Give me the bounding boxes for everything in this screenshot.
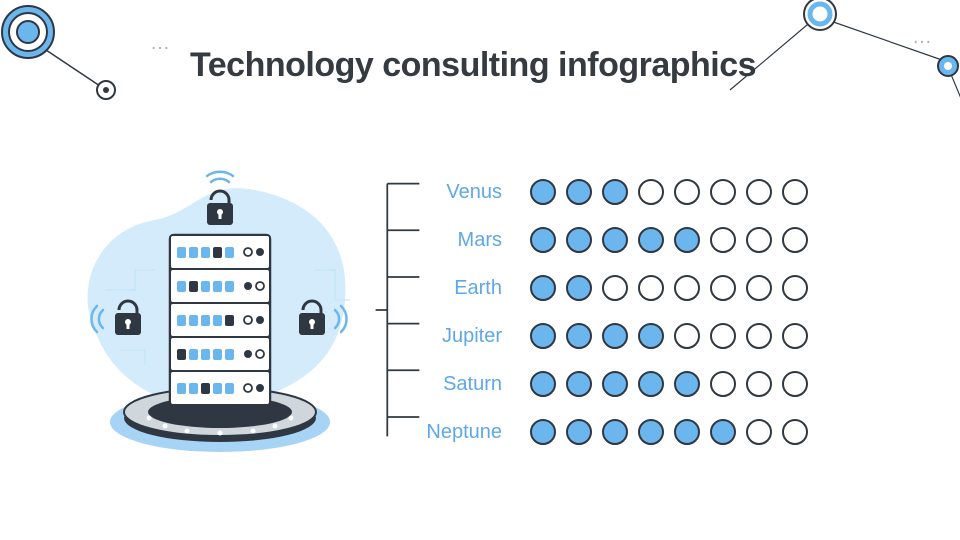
- dot-filled: [530, 371, 556, 397]
- dot-empty: [710, 275, 736, 301]
- row-label: Saturn: [420, 373, 530, 396]
- dot-filled: [602, 227, 628, 253]
- dot-filled: [530, 419, 556, 445]
- row-label: Mars: [420, 229, 530, 252]
- dot-filled: [710, 419, 736, 445]
- dot-empty: [710, 227, 736, 253]
- corner-top-left-decoration: [0, 0, 150, 120]
- dot-row: [530, 227, 808, 253]
- dot-empty: [638, 275, 664, 301]
- dot-filled: [602, 323, 628, 349]
- row-label: Earth: [420, 277, 530, 300]
- dot-filled: [638, 227, 664, 253]
- dot-chart-row: Earth: [420, 264, 808, 312]
- row-label: Jupiter: [420, 325, 530, 348]
- dot-empty: [674, 179, 700, 205]
- dot-empty: [638, 179, 664, 205]
- dot-filled: [566, 419, 592, 445]
- dot-empty: [674, 275, 700, 301]
- dot-chart-row: Venus: [420, 168, 808, 216]
- server-illustration: [65, 150, 375, 470]
- dot-filled: [530, 323, 556, 349]
- dot-filled: [566, 179, 592, 205]
- dot-filled: [602, 179, 628, 205]
- dot-row: [530, 179, 808, 205]
- row-label: Venus: [420, 181, 530, 204]
- dot-filled: [566, 227, 592, 253]
- bracket-connectors: [375, 170, 420, 450]
- dot-chart-row: Saturn: [420, 360, 808, 408]
- dot-empty: [746, 371, 772, 397]
- dot-empty: [782, 227, 808, 253]
- dot-empty: [746, 179, 772, 205]
- row-label: Neptune: [420, 421, 530, 444]
- ellipsis-left: …: [150, 32, 173, 55]
- page-title: Technology consulting infographics: [190, 46, 756, 85]
- dot-empty: [746, 323, 772, 349]
- dot-filled: [674, 419, 700, 445]
- dot-filled: [530, 227, 556, 253]
- dot-empty: [674, 323, 700, 349]
- dot-row: [530, 323, 808, 349]
- dot-empty: [782, 419, 808, 445]
- dot-chart-row: Mars: [420, 216, 808, 264]
- dot-row: [530, 419, 808, 445]
- dot-empty: [746, 419, 772, 445]
- dot-filled: [638, 419, 664, 445]
- dot-row: [530, 275, 808, 301]
- corner-top-right-decoration: [710, 0, 960, 140]
- dot-empty: [746, 227, 772, 253]
- dot-filled: [602, 371, 628, 397]
- dot-empty: [782, 275, 808, 301]
- dot-filled: [674, 371, 700, 397]
- dot-empty: [746, 275, 772, 301]
- dot-empty: [782, 371, 808, 397]
- dot-empty: [710, 323, 736, 349]
- dot-empty: [782, 179, 808, 205]
- dot-filled: [674, 227, 700, 253]
- dot-chart-row: Neptune: [420, 408, 808, 456]
- dot-row: [530, 371, 808, 397]
- dot-filled: [530, 179, 556, 205]
- dot-filled: [566, 371, 592, 397]
- dot-empty: [602, 275, 628, 301]
- dot-chart: Venus Mars Earth Jupiter Saturn Neptune: [420, 168, 808, 456]
- dot-chart-row: Jupiter: [420, 312, 808, 360]
- dot-filled: [638, 371, 664, 397]
- dot-empty: [782, 323, 808, 349]
- dot-filled: [566, 275, 592, 301]
- dot-empty: [710, 179, 736, 205]
- dot-filled: [602, 419, 628, 445]
- dot-filled: [530, 275, 556, 301]
- dot-filled: [566, 323, 592, 349]
- dot-empty: [710, 371, 736, 397]
- dot-filled: [638, 323, 664, 349]
